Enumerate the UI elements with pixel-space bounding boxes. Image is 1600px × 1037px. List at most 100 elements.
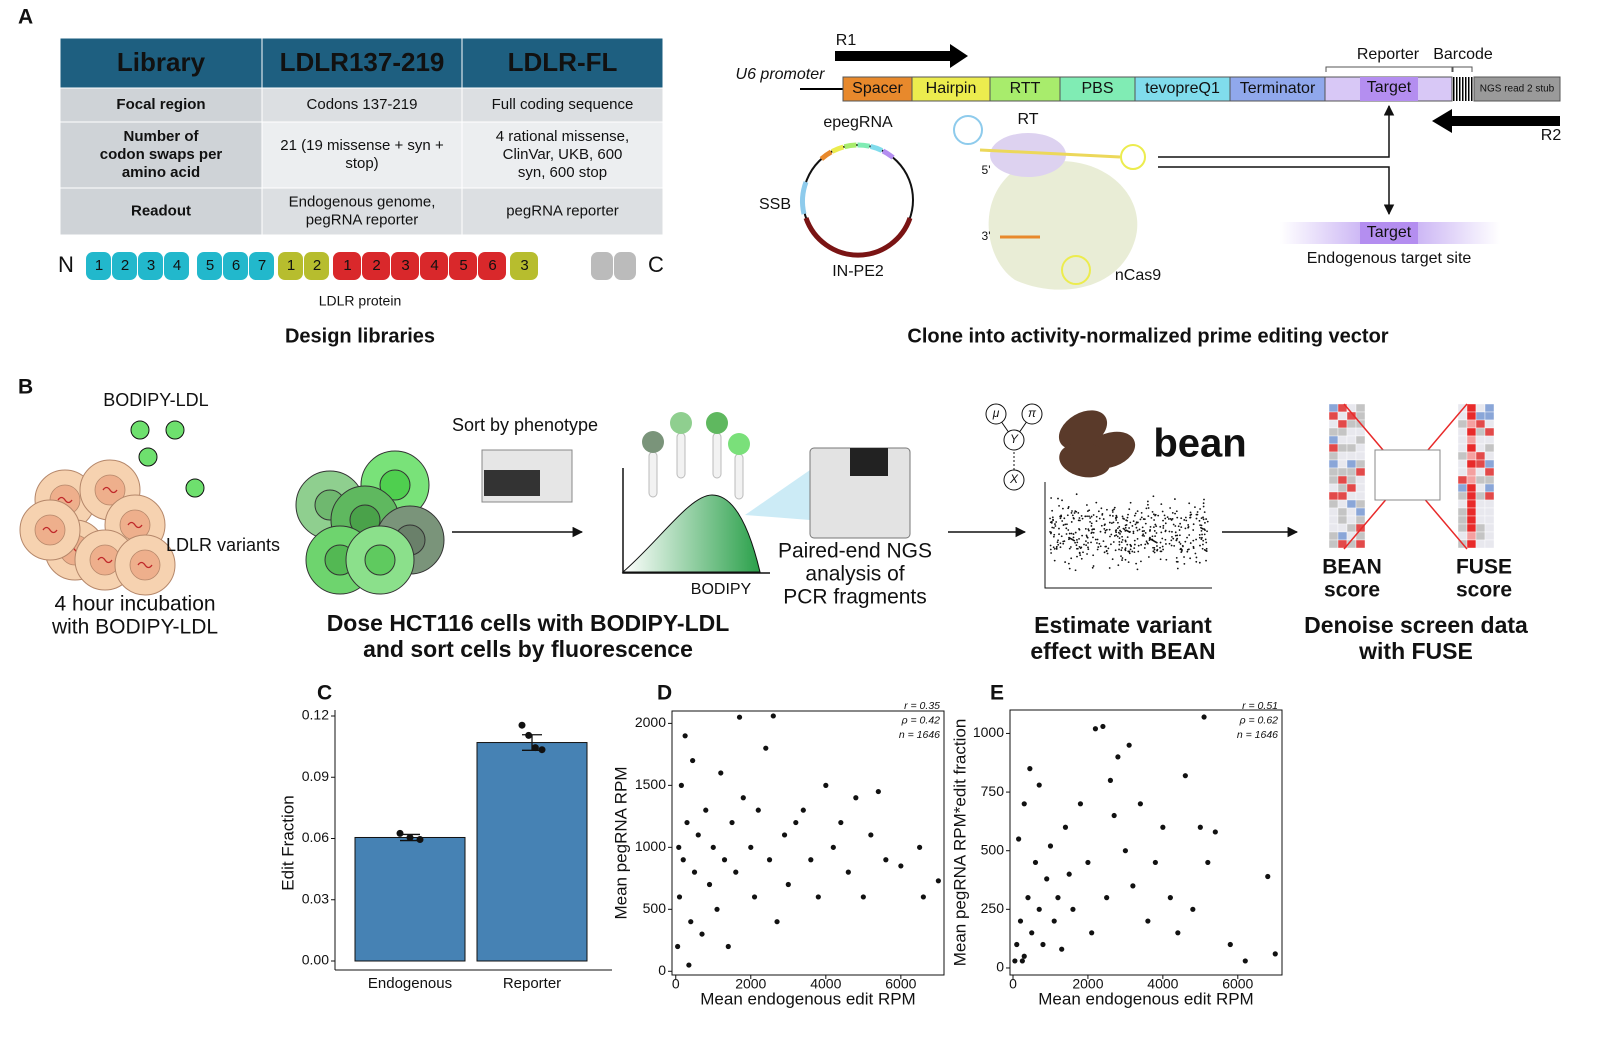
decor-dot [1128, 551, 1131, 553]
decor-dot [1166, 516, 1169, 519]
decor-dot [1086, 504, 1088, 506]
heat-cell [1328, 427, 1339, 437]
protein-domain [391, 252, 419, 280]
decor-dot [1118, 537, 1121, 539]
decor-dot [1198, 536, 1201, 539]
decor-dot [1086, 515, 1088, 518]
decor-dot [1143, 530, 1145, 532]
decor-dot [1176, 534, 1179, 537]
protein-domain [112, 252, 137, 280]
table-text: pegRNA reporter [506, 202, 619, 219]
protein-domain [478, 252, 506, 280]
point [868, 832, 874, 838]
stat-annotation: n = 1646 [899, 729, 940, 741]
decor-dot [1072, 536, 1075, 539]
point [793, 819, 799, 826]
decor-dot [1051, 509, 1054, 512]
heat-cell [1475, 451, 1486, 461]
x-axis-label: Mean endogenous edit RPM [1038, 989, 1253, 1008]
y-tick-label: 500 [981, 841, 1005, 857]
decor-dot [1076, 541, 1079, 544]
heat-cell [1457, 451, 1468, 461]
decor-dot [1179, 522, 1182, 525]
decor-dot [1140, 516, 1143, 519]
decor-dot [1061, 520, 1064, 522]
step-caption: Estimate variant [1034, 612, 1212, 638]
decor-dot [1155, 532, 1158, 534]
decor-dot [1132, 530, 1135, 533]
replicate-point [396, 829, 404, 837]
decor-dot [1124, 547, 1127, 550]
heat-cell [1337, 507, 1348, 517]
node [1003, 469, 1025, 491]
decor-dot [1141, 534, 1144, 537]
heat-cell [1466, 403, 1477, 413]
decor-dot [1124, 526, 1127, 529]
decor-dot [1156, 549, 1158, 552]
point [1227, 941, 1233, 948]
decor-dot [1143, 535, 1146, 537]
decor-dot [1206, 530, 1208, 533]
point [688, 919, 694, 925]
decor-dot [1149, 525, 1152, 528]
heat-cell [1466, 459, 1477, 469]
protein-c: C [648, 252, 664, 277]
decor-dot [1174, 534, 1177, 537]
decor-dot [1081, 534, 1084, 537]
decor-dot [1184, 540, 1187, 543]
decor-dot [1135, 521, 1138, 524]
domain-label: 3 [401, 257, 409, 274]
plasmid-segment [881, 148, 895, 160]
table-header: LDLR-FL [508, 47, 618, 77]
decor-dot [1147, 507, 1150, 509]
decor-dot [1087, 546, 1089, 549]
decor-dot [1184, 516, 1187, 519]
heat-cell [1475, 443, 1486, 453]
barcode-bar [1453, 77, 1455, 101]
replicate-point [416, 836, 424, 844]
decor-dot [1201, 547, 1204, 550]
target-caption: Endogenous target site [1307, 250, 1472, 267]
decor-dot [1060, 535, 1063, 538]
heat-cell [1328, 459, 1339, 469]
replicate-point [538, 746, 546, 754]
decor-dot [1095, 515, 1098, 518]
decor-dot [1116, 535, 1119, 538]
decor-dot [1092, 531, 1095, 534]
point [706, 881, 713, 888]
heat-cell [1328, 483, 1339, 493]
decor-dot [1050, 552, 1053, 554]
decor-dot [1049, 544, 1052, 547]
decor-dot [1187, 525, 1190, 528]
point [691, 869, 698, 875]
heat-cell [1475, 427, 1486, 437]
domain-label: 4 [430, 257, 438, 274]
heat-cell [1475, 459, 1486, 469]
decor-dot [1154, 514, 1156, 517]
point [770, 713, 776, 719]
point [1014, 941, 1020, 948]
heat-cell [1337, 467, 1348, 477]
decor-dot [1199, 508, 1201, 510]
decor-dot [1118, 540, 1121, 543]
decor-dot [1090, 525, 1093, 527]
decor-dot [1125, 523, 1128, 526]
heat-cell [1466, 467, 1477, 477]
decor-dot [1109, 514, 1111, 517]
decor-dot [1070, 557, 1073, 560]
heat-cell [1466, 499, 1477, 509]
heat-cell [1457, 515, 1468, 525]
decor-dot [1104, 531, 1107, 534]
heat-cell [1346, 475, 1357, 485]
decor-dot [1100, 524, 1103, 527]
point [1265, 873, 1271, 880]
decor-dot [1092, 554, 1095, 557]
heat-cell [1355, 443, 1366, 453]
decor-dot [1154, 523, 1157, 526]
heat-cell [1337, 459, 1348, 469]
point [1175, 930, 1181, 936]
heat-cell [1457, 491, 1468, 501]
decor-dot [1091, 566, 1094, 569]
decor-dot [1205, 518, 1208, 520]
